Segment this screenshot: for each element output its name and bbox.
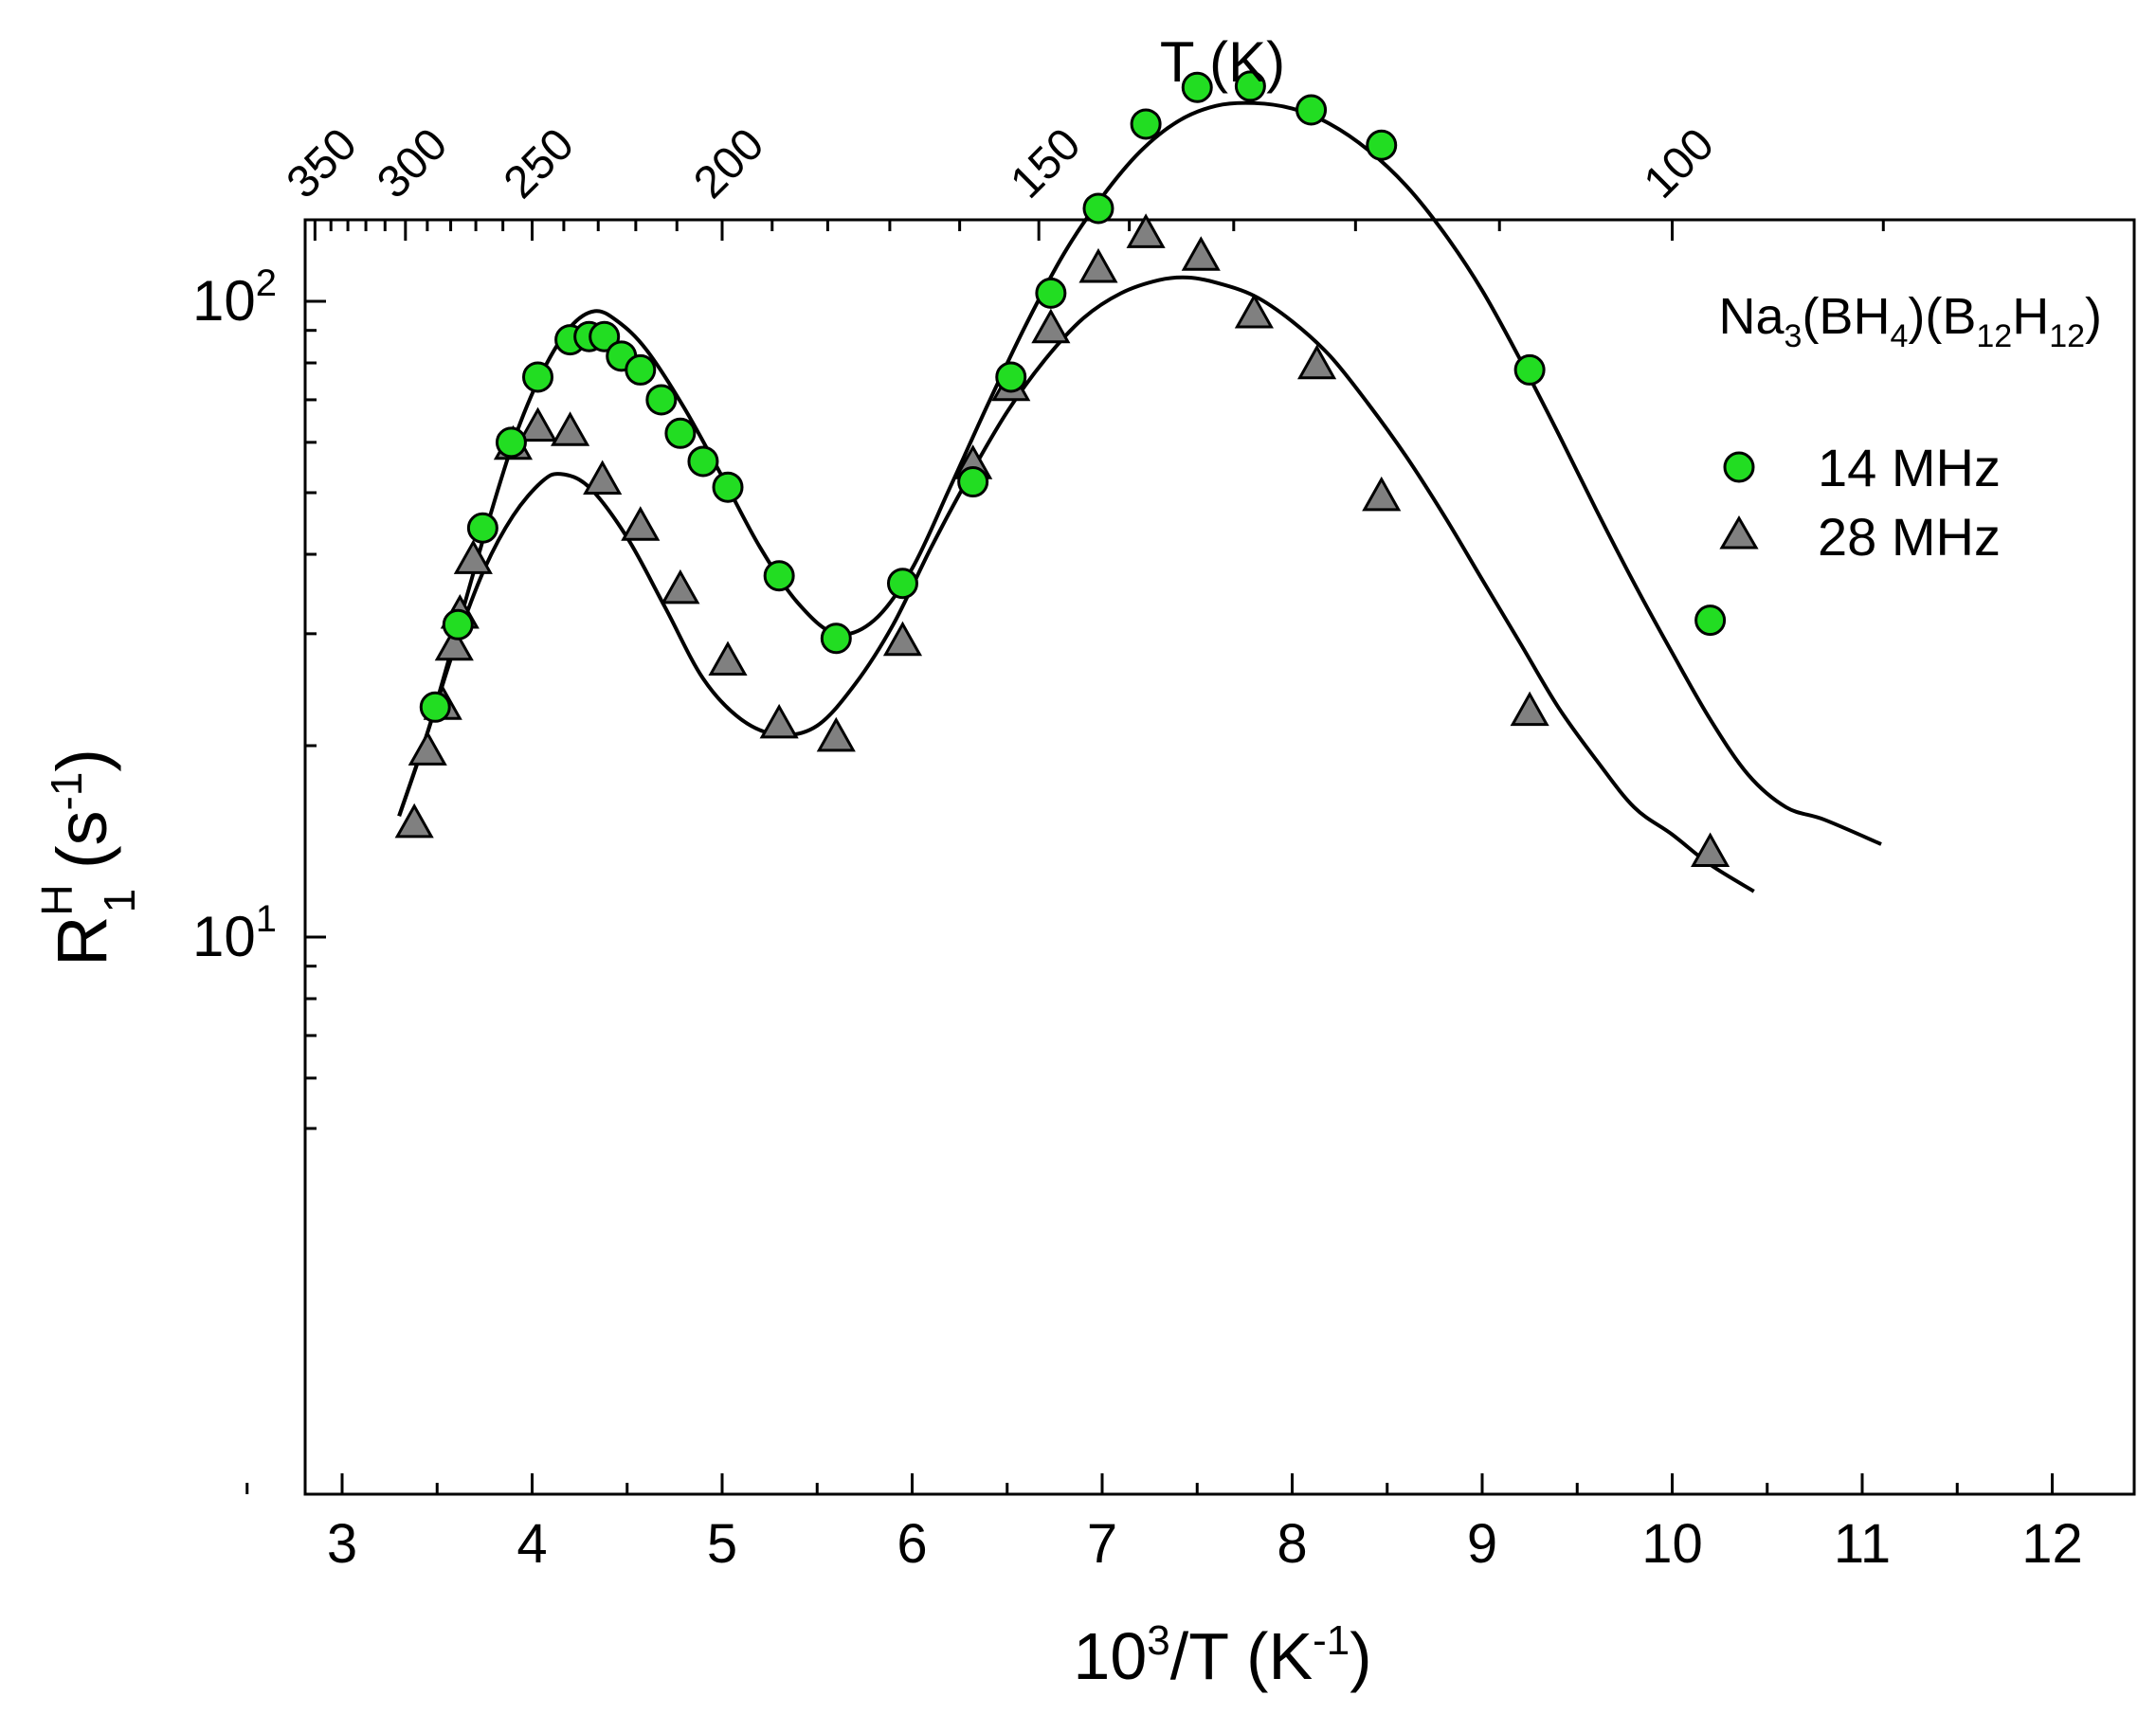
top-tick-label: 100 [1635, 119, 1724, 208]
legend-label-28mhz: 28 MHz [1818, 507, 2001, 567]
fit-curves [397, 100, 1882, 893]
point-28mhz [816, 716, 856, 752]
x-tick-label: 9 [1467, 1513, 1497, 1575]
y-tick-label: 102 [192, 262, 277, 333]
top-tick-label: 250 [495, 119, 584, 208]
point-14mhz [645, 384, 678, 416]
y-tick-label: 101 [192, 898, 277, 968]
point-14mhz [886, 568, 918, 600]
x-tick-label: 11 [1834, 1513, 1891, 1575]
legend-marker-14mhz [1723, 451, 1755, 483]
x-tick-label: 7 [1087, 1513, 1117, 1575]
compound-label: Na3(BH4)(B12H12) [1719, 288, 2103, 354]
point-28mhz [1362, 476, 1402, 512]
point-14mhz [1295, 94, 1328, 126]
top-tick-label: 300 [368, 119, 457, 208]
point-14mhz [1035, 277, 1067, 309]
point-14mhz [419, 691, 451, 723]
point-28mhz [882, 621, 923, 657]
point-14mhz [495, 426, 527, 459]
point-14mhz [625, 353, 657, 386]
x-tick-label: 3 [327, 1513, 357, 1575]
point-28mhz [1691, 832, 1730, 868]
point-28mhz [1510, 691, 1549, 727]
x-tick-label: 10 [1641, 1513, 1703, 1575]
x-axis-title: 103/T (K-1) [1073, 1617, 1371, 1693]
point-14mhz [1082, 192, 1114, 225]
point-14mhz [1130, 108, 1162, 140]
fit-curve [397, 275, 1755, 893]
point-28mhz [517, 406, 558, 442]
point-14mhz [687, 445, 719, 478]
point-14mhz [1181, 71, 1213, 103]
data-markers [394, 70, 1730, 868]
point-28mhz [759, 703, 799, 739]
x-tick-label: 6 [897, 1513, 927, 1575]
x-tick-label: 12 [2021, 1513, 2083, 1575]
point-28mhz [551, 411, 590, 446]
point-28mhz [408, 731, 447, 766]
point-14mhz [820, 622, 852, 655]
point-14mhz [589, 320, 621, 352]
point-28mhz [1234, 293, 1274, 329]
x-tick-label: 5 [707, 1513, 737, 1575]
point-14mhz [1513, 353, 1546, 386]
point-14mhz [995, 361, 1027, 393]
point-28mhz [453, 539, 493, 574]
point-28mhz [1126, 213, 1166, 248]
point-28mhz [621, 506, 661, 541]
x-tick-label: 4 [516, 1513, 547, 1575]
point-28mhz [661, 568, 700, 604]
point-28mhz [1181, 236, 1221, 271]
x-tick-label: 8 [1277, 1513, 1307, 1575]
point-28mhz [394, 803, 434, 839]
point-14mhz [763, 560, 795, 592]
top-tick-label: 150 [1001, 119, 1090, 208]
point-28mhz [1031, 308, 1071, 344]
point-28mhz [434, 625, 474, 661]
point-14mhz [1694, 604, 1727, 637]
point-14mhz [1366, 129, 1398, 161]
top-tick-label: 350 [278, 119, 367, 208]
top-axis-title: T (K) [1160, 30, 1285, 94]
point-14mhz [712, 471, 744, 503]
point-14mhz [664, 417, 697, 449]
legend: 14 MHz 28 MHz [1719, 438, 2001, 567]
top-tick-label: 200 [684, 119, 773, 208]
point-14mhz [522, 361, 554, 393]
point-28mhz [583, 460, 623, 496]
plot-frame [303, 218, 2136, 1496]
point-14mhz [442, 608, 474, 640]
point-14mhz [1234, 70, 1266, 102]
point-14mhz [957, 466, 989, 498]
y-axis-title: RH 1 (s-1) [32, 749, 144, 966]
point-28mhz [708, 640, 748, 677]
fit-curve [397, 100, 1882, 846]
legend-label-14mhz: 14 MHz [1818, 438, 2001, 497]
point-28mhz [1297, 344, 1337, 380]
point-14mhz [466, 512, 498, 544]
legend-marker-28mhz [1719, 515, 1759, 550]
point-28mhz [1078, 247, 1118, 283]
